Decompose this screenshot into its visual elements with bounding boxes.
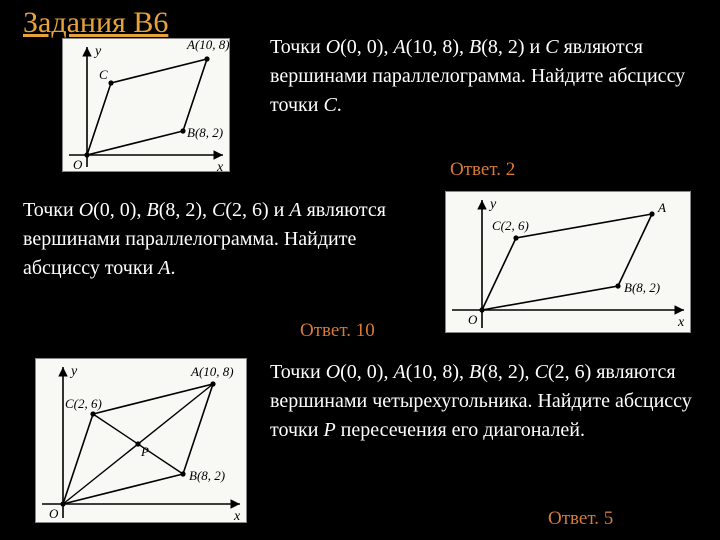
svg-text:y: y — [93, 44, 102, 59]
graph-3: O A(10, 8) B(8, 2) C(2, 6) Py x — [35, 358, 247, 523]
graph-1: O A(10, 8) B(8, 2) Cy x — [62, 38, 230, 172]
problem-3-text: Точки O(0, 0), A(10, 8), B(8, 2), C(2, 6… — [270, 358, 700, 445]
svg-text:y: y — [69, 364, 78, 379]
graph-2: O A B(8, 2) C(2, 6) y x — [445, 191, 691, 333]
svg-text:B(8, 2): B(8, 2) — [187, 125, 223, 140]
svg-text:B(8, 2): B(8, 2) — [189, 468, 225, 483]
answer-3: Ответ. 5 — [548, 508, 613, 530]
svg-text:y: y — [488, 197, 497, 212]
answer-2: Ответ. 10 — [300, 320, 375, 342]
svg-text:A: A — [657, 200, 666, 215]
svg-text:x: x — [677, 315, 685, 330]
svg-text:x: x — [216, 160, 224, 173]
svg-text:P: P — [140, 444, 149, 459]
svg-text:O: O — [468, 312, 478, 327]
svg-text:O: O — [73, 157, 83, 172]
svg-text:A(10, 8): A(10, 8) — [190, 364, 234, 379]
svg-text:A(10, 8): A(10, 8) — [186, 39, 230, 52]
svg-text:C(2, 6): C(2, 6) — [65, 396, 102, 411]
svg-text:x: x — [233, 509, 241, 524]
page-title: Задания В6 — [23, 6, 168, 40]
problem-2-text: Точки O(0, 0), B(8, 2), C(2, 6) и A явля… — [23, 196, 423, 283]
svg-text:B(8, 2): B(8, 2) — [624, 280, 660, 295]
svg-text:C(2, 6): C(2, 6) — [492, 218, 529, 233]
svg-text:O: O — [49, 506, 59, 521]
svg-text:C: C — [99, 67, 108, 82]
problem-1-text: Точки O(0, 0), A(10, 8), B(8, 2) и C явл… — [270, 33, 700, 120]
answer-1: Ответ. 2 — [450, 159, 515, 181]
